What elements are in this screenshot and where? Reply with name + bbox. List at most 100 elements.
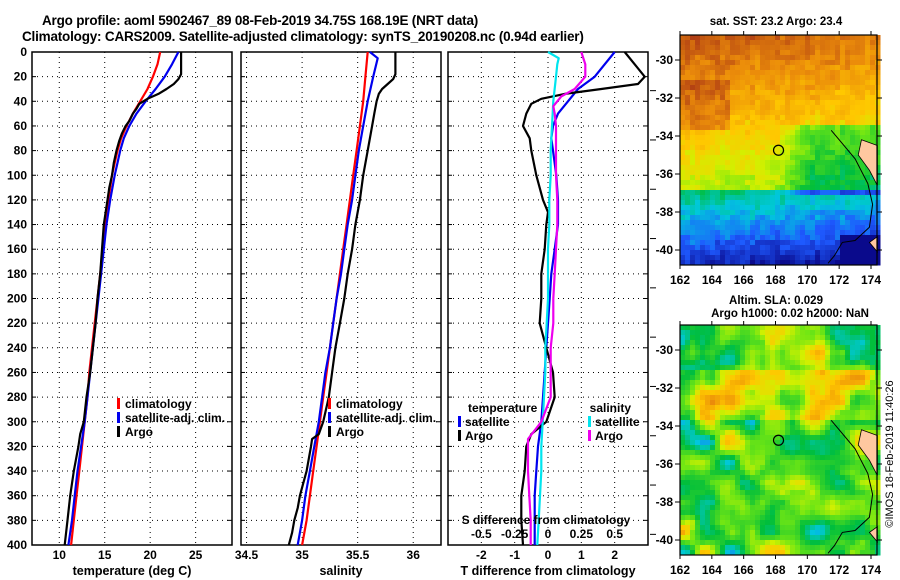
map-cell — [790, 505, 796, 511]
map-cell — [765, 205, 771, 211]
map-cell — [840, 425, 846, 431]
map-cell — [835, 100, 841, 106]
map-cell — [785, 430, 791, 436]
map-cell — [685, 350, 691, 356]
map-cell — [825, 485, 831, 491]
map-cell — [815, 375, 821, 381]
map-cell — [720, 215, 726, 221]
map-cell — [740, 335, 746, 341]
map-cell — [725, 45, 731, 51]
map-cell — [740, 205, 746, 211]
map-cell — [785, 530, 791, 536]
map-cell — [805, 170, 811, 176]
map-cell — [695, 125, 701, 131]
map-cell — [825, 220, 831, 226]
map-cell — [750, 245, 756, 251]
map-cell — [680, 215, 686, 221]
map-cell — [710, 450, 716, 456]
map-cell — [755, 175, 761, 181]
map-cell — [795, 435, 801, 441]
map-cell — [755, 185, 761, 191]
map-cell — [695, 405, 701, 411]
map-cell — [805, 385, 811, 391]
map-cell — [760, 335, 766, 341]
map-cell — [830, 60, 836, 66]
map-cell — [855, 490, 861, 496]
map-cell — [875, 195, 881, 201]
map-cell — [830, 50, 836, 56]
map-cell — [860, 80, 866, 86]
map-cell — [830, 330, 836, 336]
map-cell — [705, 150, 711, 156]
map-cell — [705, 495, 711, 501]
map-cell — [830, 230, 836, 236]
map-cell — [865, 85, 871, 91]
map-cell — [730, 550, 736, 556]
map-cell — [725, 470, 731, 476]
map-cell — [760, 465, 766, 471]
map-cell — [695, 210, 701, 216]
map-cell — [855, 335, 861, 341]
map-cell — [765, 395, 771, 401]
map-cell — [745, 150, 751, 156]
map-cell — [775, 105, 781, 111]
map-cell — [725, 505, 731, 511]
map-cell — [800, 495, 806, 501]
map-cell — [860, 490, 866, 496]
map-cell — [765, 230, 771, 236]
map-cell — [870, 540, 876, 546]
map-cell — [850, 335, 856, 341]
map-cell — [750, 225, 756, 231]
map-cell — [685, 125, 691, 131]
map-cell — [820, 395, 826, 401]
map-cell — [755, 120, 761, 126]
map-cell — [850, 220, 856, 226]
map-cell — [795, 225, 801, 231]
map-cell — [755, 135, 761, 141]
map-cell — [685, 480, 691, 486]
map-cell — [810, 45, 816, 51]
map-cell — [685, 40, 691, 46]
map-cell — [770, 400, 776, 406]
map-cell — [745, 375, 751, 381]
xtick-label: 20 — [144, 548, 158, 562]
map-cell — [705, 490, 711, 496]
map-cell — [795, 170, 801, 176]
map-cell — [735, 75, 741, 81]
map-cell — [745, 65, 751, 71]
map-cell — [735, 325, 741, 331]
map-cell — [700, 495, 706, 501]
map-cell — [820, 215, 826, 221]
map-cell — [855, 120, 861, 126]
map-cell — [775, 165, 781, 171]
map-cell — [785, 245, 791, 251]
map-cell — [820, 65, 826, 71]
map-cell — [705, 55, 711, 61]
xtick-label: 35 — [295, 548, 309, 562]
map-cell — [690, 360, 696, 366]
map-cell — [720, 390, 726, 396]
map-cell — [745, 100, 751, 106]
map-cell — [735, 485, 741, 491]
map-cell — [825, 40, 831, 46]
map-cell — [810, 220, 816, 226]
map-cell — [755, 145, 761, 151]
map-cell — [745, 470, 751, 476]
map-cell — [695, 245, 701, 251]
map-cell — [730, 155, 736, 161]
map-cell — [770, 435, 776, 441]
map-cell — [765, 415, 771, 421]
sla-map-title: Altim. SLA: 0.029 — [729, 295, 823, 307]
map-cell — [760, 495, 766, 501]
map-cell — [705, 205, 711, 211]
map-cell — [705, 240, 711, 246]
map-cell — [705, 155, 711, 161]
map-cell — [705, 420, 711, 426]
map-cell — [750, 80, 756, 86]
map-cell — [770, 545, 776, 551]
map-cell — [845, 485, 851, 491]
map-cell — [850, 460, 856, 466]
map-cell — [680, 90, 686, 96]
map-cell — [860, 400, 866, 406]
map-cell — [850, 125, 856, 131]
